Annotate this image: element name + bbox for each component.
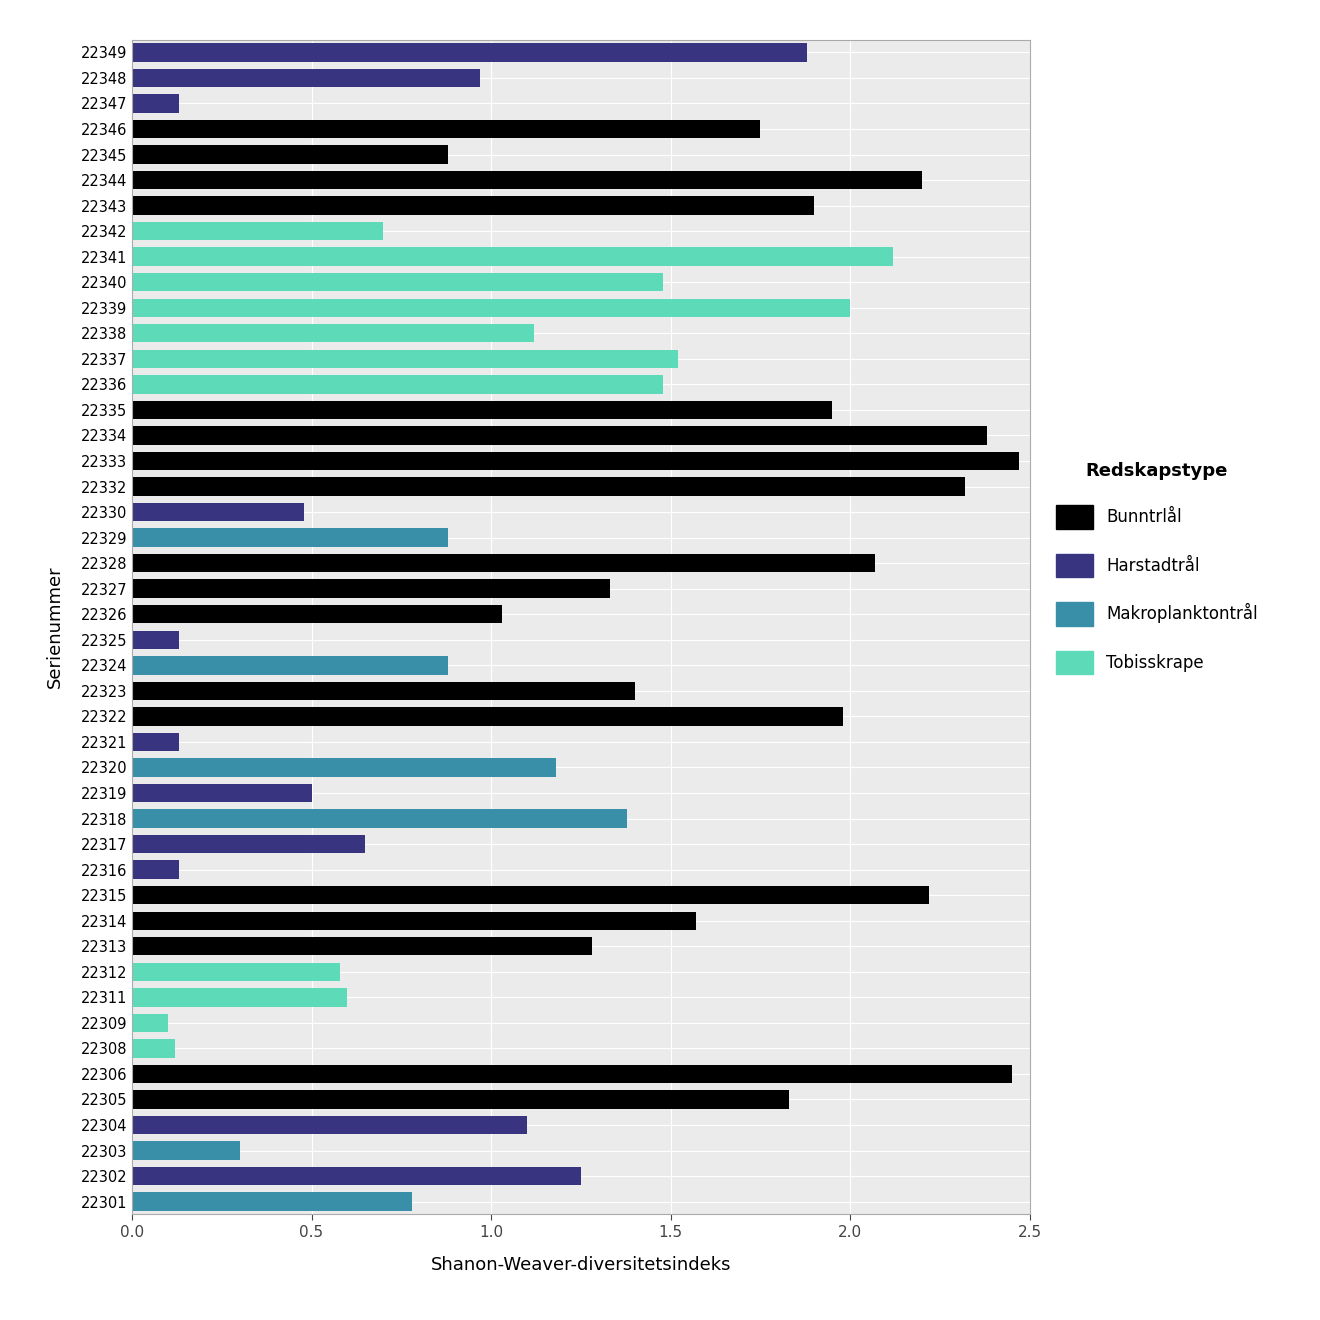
Bar	[132, 1115, 527, 1134]
Bar	[132, 503, 305, 521]
Bar	[132, 631, 178, 649]
X-axis label: Shanon-Weaver-diversitetsindeks: Shanon-Weaver-diversitetsindeks	[430, 1257, 731, 1275]
Bar	[132, 145, 447, 164]
Bar	[132, 912, 696, 929]
Bar	[132, 1192, 412, 1210]
Bar	[132, 426, 986, 445]
Bar	[132, 809, 627, 828]
Bar	[132, 170, 921, 189]
Bar	[132, 94, 178, 112]
Bar	[132, 1039, 176, 1057]
Bar	[132, 1142, 240, 1160]
Bar	[132, 1167, 581, 1185]
Bar	[132, 733, 178, 751]
Bar	[132, 1065, 1011, 1084]
Bar	[132, 298, 850, 317]
Bar	[132, 1090, 789, 1109]
Bar	[132, 708, 843, 726]
Bar	[132, 937, 591, 956]
Bar	[132, 273, 664, 292]
Bar	[132, 120, 760, 139]
Legend: Bunntrlål, Harstadtrål, Makroplanktontrål, Tobisskrape: Bunntrlål, Harstadtrål, Makroplanktontrå…	[1056, 462, 1258, 675]
Bar	[132, 579, 610, 598]
Bar	[132, 758, 556, 776]
Bar	[132, 861, 178, 879]
Bar	[132, 478, 965, 496]
Bar	[132, 989, 347, 1007]
Bar	[132, 247, 894, 265]
Bar	[132, 834, 366, 853]
Bar	[132, 222, 383, 240]
Bar	[132, 528, 447, 546]
Bar	[132, 44, 807, 62]
Bar	[132, 325, 535, 342]
Bar	[132, 681, 635, 700]
Bar	[132, 69, 480, 87]
Bar	[132, 401, 832, 420]
Bar	[132, 375, 664, 393]
Y-axis label: Serienummer: Serienummer	[46, 566, 63, 688]
Bar	[132, 350, 677, 368]
Bar	[132, 1014, 168, 1032]
Bar	[132, 784, 312, 803]
Bar	[132, 451, 1019, 470]
Bar	[132, 886, 929, 904]
Bar	[132, 197, 814, 215]
Bar	[132, 605, 502, 623]
Bar	[132, 962, 341, 981]
Bar	[132, 656, 447, 675]
Bar	[132, 554, 875, 573]
